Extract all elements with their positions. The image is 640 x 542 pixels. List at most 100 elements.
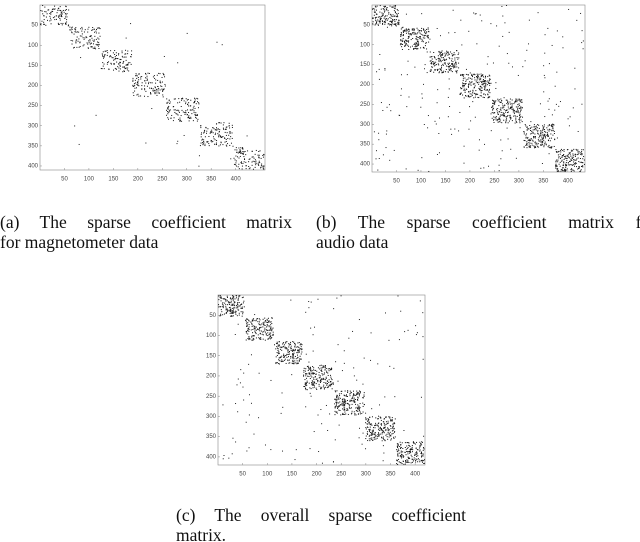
matrix-dot (227, 304, 229, 306)
matrix-dot (340, 404, 342, 406)
matrix-dot (556, 159, 558, 161)
matrix-dot (349, 407, 351, 409)
matrix-dot (440, 56, 442, 58)
matrix-dot (76, 31, 78, 33)
matrix-dot (441, 51, 443, 53)
matrix-dot (357, 408, 359, 410)
matrix-dot (365, 422, 367, 424)
matrix-dot (487, 97, 489, 99)
matrix-dot (578, 161, 580, 163)
matrix-dot (93, 41, 95, 43)
matrix-dot (237, 166, 239, 168)
matrix-dot (416, 36, 418, 38)
matrix-dot (106, 54, 108, 56)
matrix-dot (465, 95, 467, 97)
matrix-dot (499, 118, 501, 120)
matrix-dot (242, 313, 244, 315)
matrix-dot (506, 115, 508, 117)
matrix-dot (222, 302, 224, 304)
matrix-dot (398, 339, 400, 341)
matrix-dot (500, 98, 502, 100)
matrix-dot (127, 64, 129, 66)
matrix-dot (374, 5, 376, 7)
matrix-dot (159, 81, 161, 83)
matrix-dot (293, 358, 295, 360)
matrix-dot (222, 127, 224, 129)
matrix-dot (197, 98, 199, 100)
x-tick-label: 300 (514, 179, 525, 185)
matrix-dot (512, 109, 514, 111)
matrix-dot (478, 97, 480, 99)
matrix-dot (507, 102, 509, 104)
matrix-dot (367, 433, 369, 435)
matrix-dot (499, 109, 501, 111)
matrix-dot (411, 33, 413, 35)
matrix-dot (94, 31, 96, 33)
matrix-dot (451, 63, 453, 65)
matrix-dot (527, 129, 529, 131)
matrix-dot (446, 52, 448, 54)
matrix-dot (351, 403, 353, 405)
matrix-dot (95, 114, 97, 116)
matrix-dot (88, 40, 90, 42)
matrix-dot (406, 448, 408, 450)
matrix-dot (161, 85, 163, 87)
matrix-dot (438, 72, 440, 74)
matrix-dot (98, 27, 100, 29)
matrix-dot (232, 295, 234, 297)
matrix-dot (167, 107, 169, 109)
matrix-dot (216, 127, 218, 129)
matrix-dot (119, 65, 121, 67)
matrix-dot (559, 153, 561, 155)
matrix-dot (240, 161, 242, 163)
matrix-dot (281, 349, 283, 351)
matrix-dot (515, 157, 517, 159)
matrix-dot (320, 367, 322, 369)
matrix-dot (218, 306, 220, 308)
matrix-dot (71, 26, 73, 28)
matrix-dot (413, 29, 415, 31)
matrix-dot (498, 99, 500, 101)
matrix-dot (388, 12, 390, 14)
matrix-dot (155, 79, 157, 81)
matrix-dot (224, 137, 226, 139)
matrix-dot (118, 54, 120, 56)
matrix-dot (338, 405, 340, 407)
matrix-dot (400, 450, 402, 452)
matrix-dot (537, 129, 539, 131)
matrix-dot (223, 122, 225, 124)
matrix-dot (439, 60, 441, 62)
matrix-dot (551, 124, 553, 126)
matrix-dot (543, 137, 545, 139)
matrix-dot (497, 113, 499, 115)
matrix-dot (236, 315, 238, 317)
matrix-dot (490, 113, 492, 115)
matrix-dot (414, 42, 416, 44)
matrix-dot (169, 101, 171, 103)
matrix-dot (484, 86, 486, 88)
matrix-dot (310, 388, 312, 390)
matrix-dot (405, 449, 407, 451)
matrix-dot (65, 5, 67, 7)
matrix-dot (378, 157, 380, 159)
matrix-dot (493, 100, 495, 102)
matrix-dot (146, 79, 148, 81)
matrix-dot (383, 5, 385, 7)
matrix-dot (451, 71, 453, 73)
matrix-dot (141, 88, 143, 90)
matrix-dot (402, 456, 404, 458)
matrix-dot (283, 342, 285, 344)
matrix-dot (259, 337, 261, 339)
matrix-dot (563, 154, 565, 156)
matrix-dot (413, 32, 415, 34)
matrix-dot (371, 437, 373, 439)
matrix-dot (363, 392, 365, 394)
matrix-dot (82, 37, 84, 39)
matrix-dot (496, 110, 498, 112)
matrix-dot (66, 21, 68, 23)
matrix-dot (393, 15, 395, 17)
matrix-dot (308, 307, 310, 309)
matrix-dot (363, 394, 365, 396)
matrix-dot (148, 72, 150, 74)
matrix-dot (188, 117, 190, 119)
